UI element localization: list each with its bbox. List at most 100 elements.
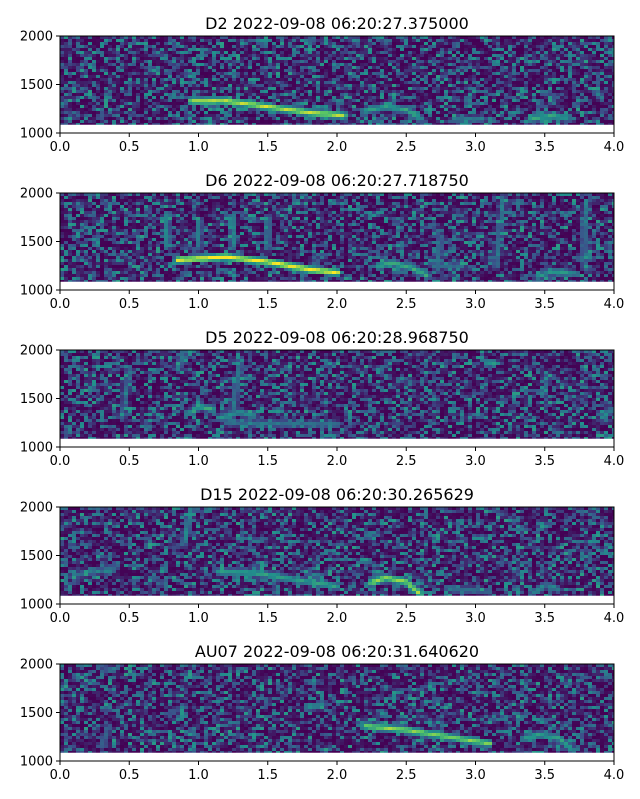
heatmap-cell <box>416 54 420 57</box>
heatmap-cell <box>244 48 248 51</box>
heatmap-cell <box>84 105 88 108</box>
heatmap-cell <box>284 66 288 69</box>
heatmap-cell <box>300 105 304 108</box>
heatmap-cell <box>152 90 156 93</box>
heatmap-cell <box>84 199 88 202</box>
heatmap-cell <box>304 117 308 120</box>
heatmap-cell <box>428 81 432 84</box>
heatmap-cell <box>408 202 412 205</box>
heatmap-cell <box>196 72 200 75</box>
heatmap-cell <box>516 199 520 202</box>
heatmap-cell <box>220 111 224 114</box>
heatmap-cell <box>588 105 592 108</box>
heatmap-cell <box>160 202 164 205</box>
heatmap-cell <box>108 60 112 63</box>
heatmap-cell <box>352 39 356 42</box>
heatmap-cell <box>548 90 552 93</box>
heatmap-cell <box>256 60 260 63</box>
heatmap-cell <box>76 78 80 81</box>
heatmap-cell <box>428 102 432 105</box>
heatmap-cell <box>608 48 612 51</box>
heatmap-cell <box>444 93 448 96</box>
heatmap-cell <box>472 72 476 75</box>
heatmap-cell <box>192 105 196 108</box>
heatmap-cell <box>312 123 316 125</box>
heatmap-cell <box>468 87 472 90</box>
heatmap-cell <box>548 54 552 57</box>
heatmap-cell <box>252 202 256 205</box>
heatmap-cell <box>160 66 164 69</box>
heatmap-cell <box>528 90 532 93</box>
heatmap-cell <box>492 196 496 199</box>
heatmap-cell <box>556 99 560 102</box>
heatmap-cell <box>260 57 264 60</box>
heatmap-cell <box>176 69 180 72</box>
heatmap-cell <box>488 90 492 93</box>
heatmap-cell <box>300 81 304 84</box>
heatmap-cell <box>236 66 240 69</box>
heatmap-cell <box>368 78 372 81</box>
heatmap-cell <box>312 69 316 72</box>
heatmap-cell <box>288 78 292 81</box>
heatmap-cell <box>304 81 308 84</box>
heatmap-cell <box>380 202 384 205</box>
heatmap-cell <box>88 123 92 125</box>
heatmap-cell <box>552 105 556 108</box>
heatmap-cell <box>252 48 256 51</box>
heatmap-cell <box>260 111 264 114</box>
heatmap-cell <box>284 105 288 108</box>
heatmap-cell <box>168 78 172 81</box>
heatmap-cell <box>272 78 276 81</box>
heatmap-cell <box>296 63 300 66</box>
heatmap-cell <box>372 48 376 51</box>
heatmap-cell <box>200 39 204 42</box>
heatmap-cell <box>420 102 424 105</box>
heatmap-cell <box>200 42 204 45</box>
heatmap-cell <box>504 48 508 51</box>
heatmap-cell <box>184 108 188 111</box>
heatmap-cell <box>596 63 600 66</box>
heatmap-cell <box>448 96 452 99</box>
heatmap-cell <box>488 99 492 102</box>
heatmap-cell <box>424 45 428 48</box>
heatmap-cell <box>352 196 356 199</box>
heatmap-cell <box>68 123 72 125</box>
heatmap-cell <box>380 205 384 208</box>
heatmap-cell <box>520 39 524 42</box>
heatmap-cell <box>476 45 480 48</box>
heatmap-cell <box>60 90 64 93</box>
heatmap-cell <box>372 102 376 105</box>
heatmap-cell <box>540 105 544 108</box>
heatmap-cell <box>80 69 84 72</box>
heatmap-cell <box>156 208 160 211</box>
heatmap-cell <box>328 75 332 78</box>
heatmap-cell <box>372 78 376 81</box>
heatmap-cell <box>188 199 192 202</box>
heatmap-cell <box>292 75 296 78</box>
heatmap-cell <box>460 42 464 45</box>
heatmap-cell <box>528 60 532 63</box>
heatmap-cell <box>392 120 396 123</box>
heatmap-cell <box>208 199 212 202</box>
heatmap-cell <box>564 205 568 208</box>
heatmap-cell <box>220 63 224 66</box>
heatmap-cell <box>220 202 224 205</box>
heatmap-cell <box>420 72 424 75</box>
heatmap-cell <box>344 196 348 199</box>
heatmap-cell <box>536 202 540 205</box>
heatmap-cell <box>120 42 124 45</box>
heatmap-cell <box>424 199 428 202</box>
heatmap-cell <box>224 63 228 66</box>
heatmap-cell <box>112 57 116 60</box>
heatmap-cell <box>136 45 140 48</box>
heatmap-cell <box>600 99 604 102</box>
heatmap-cell <box>216 66 220 69</box>
heatmap-cell <box>508 87 512 90</box>
heatmap-cell <box>200 57 204 60</box>
heatmap-cell <box>372 196 376 199</box>
heatmap-cell <box>144 78 148 81</box>
heatmap-cell <box>196 75 200 78</box>
heatmap-cell <box>84 78 88 81</box>
heatmap-cell <box>200 63 204 66</box>
heatmap-cell <box>452 202 456 205</box>
